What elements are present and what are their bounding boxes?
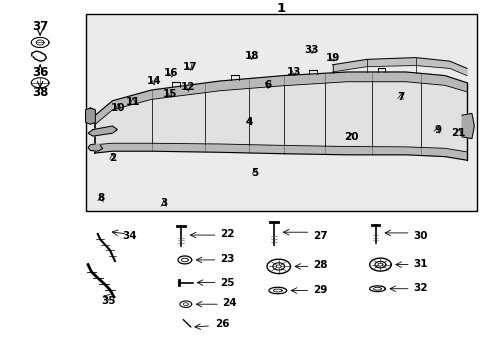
Text: 36: 36	[32, 66, 48, 78]
Text: 18: 18	[244, 51, 259, 61]
Text: 38: 38	[32, 86, 48, 99]
Text: 24: 24	[222, 298, 237, 308]
Text: 22: 22	[220, 229, 234, 239]
Text: 26: 26	[215, 319, 229, 329]
Text: 10: 10	[111, 103, 125, 113]
Text: 9: 9	[433, 125, 440, 135]
Text: 17: 17	[182, 62, 197, 72]
Polygon shape	[95, 143, 466, 160]
Polygon shape	[461, 113, 473, 139]
Text: 25: 25	[220, 278, 234, 288]
Text: 28: 28	[312, 260, 327, 270]
Text: 33: 33	[304, 45, 319, 55]
Text: 6: 6	[264, 80, 271, 90]
Text: 4: 4	[245, 117, 253, 127]
Text: 11: 11	[125, 96, 140, 107]
Polygon shape	[95, 82, 466, 152]
Text: 23: 23	[220, 254, 234, 264]
Polygon shape	[88, 144, 102, 151]
Text: 1: 1	[276, 3, 285, 15]
Text: 30: 30	[412, 231, 427, 241]
Text: 19: 19	[325, 53, 339, 63]
Text: 37: 37	[32, 21, 48, 33]
Text: 8: 8	[98, 193, 104, 203]
Text: 5: 5	[251, 168, 258, 178]
Text: 7: 7	[396, 92, 404, 102]
Text: 15: 15	[163, 89, 177, 99]
Polygon shape	[88, 126, 117, 136]
Text: 27: 27	[312, 231, 327, 241]
Bar	[85, 14, 476, 211]
Text: 32: 32	[412, 283, 427, 293]
Text: 3: 3	[160, 198, 167, 208]
Text: 29: 29	[312, 285, 326, 295]
Text: 31: 31	[412, 258, 427, 269]
Text: 21: 21	[450, 128, 465, 138]
Text: 2: 2	[109, 153, 116, 163]
Polygon shape	[85, 108, 95, 124]
Polygon shape	[332, 58, 466, 76]
Text: 35: 35	[101, 296, 116, 306]
Text: 20: 20	[343, 132, 358, 142]
Text: 12: 12	[181, 82, 195, 93]
Text: 34: 34	[122, 231, 137, 241]
Polygon shape	[95, 72, 466, 124]
Text: 14: 14	[146, 76, 161, 86]
Text: 16: 16	[163, 68, 178, 78]
Text: 13: 13	[286, 67, 301, 77]
